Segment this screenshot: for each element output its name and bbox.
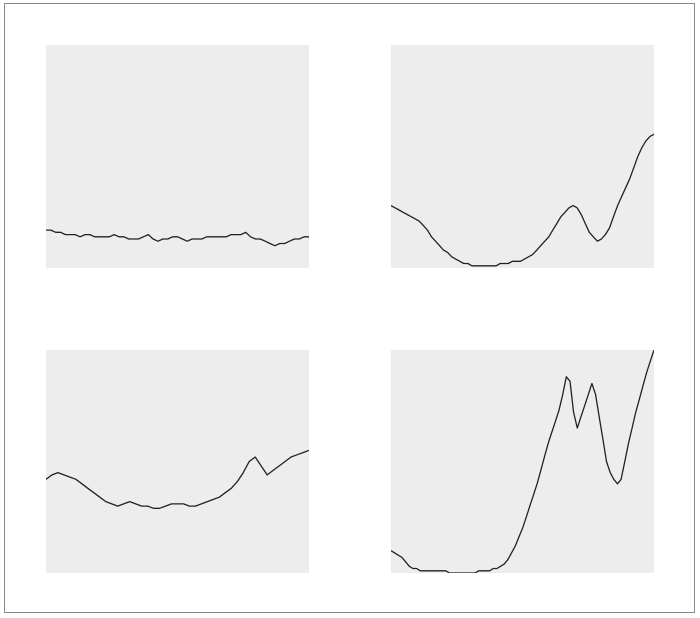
- plot-background: [391, 350, 654, 573]
- line-chart-3: [46, 350, 309, 573]
- series-line-1: [391, 133, 654, 267]
- line-chart-2: [391, 45, 654, 268]
- series-line-1: [46, 229, 309, 247]
- plot-background: [46, 350, 309, 573]
- line-chart-1: [46, 45, 309, 268]
- line-chart-4: [391, 350, 654, 573]
- series-line-1: [391, 350, 654, 573]
- series-line-1: [46, 449, 309, 509]
- plot-background: [46, 45, 309, 268]
- plot-background: [391, 45, 654, 268]
